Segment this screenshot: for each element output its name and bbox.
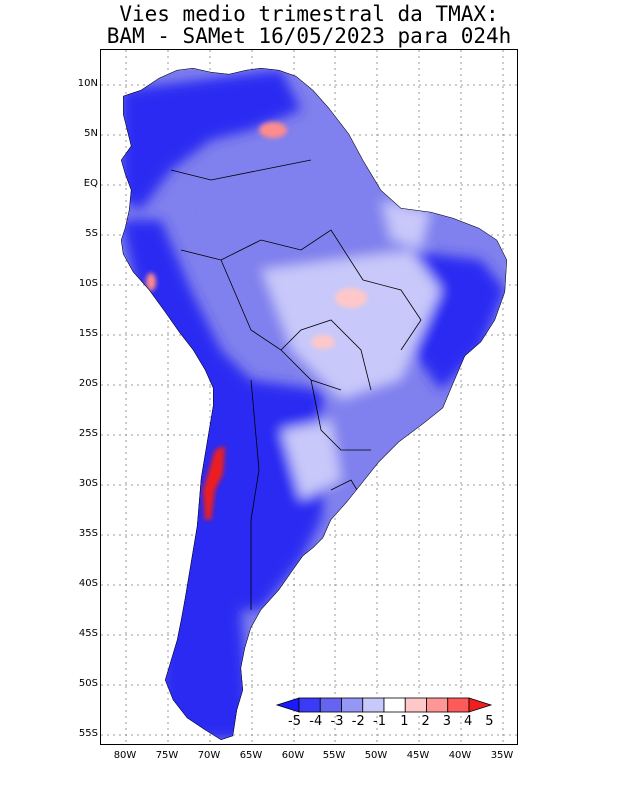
- colorbar-tick-label: 2: [421, 714, 430, 729]
- light-blue-pampa: [281, 420, 341, 500]
- colorbar-tick-label: -2: [351, 714, 365, 729]
- latitude-tick-label: 35S: [78, 528, 98, 539]
- longitude-tick-label: 55W: [322, 750, 346, 761]
- latitude-tick-label: 45S: [78, 628, 98, 639]
- latitude-tick-label: 10S: [78, 278, 98, 289]
- warm-anomaly-guiana: [259, 122, 287, 138]
- longitude-tick-label: 40W: [448, 750, 472, 761]
- border-segment: [180, 229, 364, 281]
- latitude-tick-label: 15S: [78, 328, 98, 339]
- longitude-tick-label: 35W: [490, 750, 514, 761]
- longitude-tick-label: 80W: [113, 750, 137, 761]
- map-title-line-2: BAM - SAMet 16/05/2023 para 024h: [106, 24, 512, 48]
- warm-anomaly-mato-grosso: [335, 288, 367, 308]
- colorbar-segment: [298, 697, 321, 713]
- longitude-tick-label: 50W: [364, 750, 388, 761]
- latitude-tick-label: 55S: [78, 728, 98, 739]
- country-borders: [170, 159, 422, 610]
- border-segment: [170, 159, 312, 181]
- bias-field: [121, 68, 507, 740]
- warm-anomaly-bolivia: [311, 335, 335, 349]
- light-blue-central-brazil: [261, 250, 441, 400]
- border-segment: [250, 379, 260, 610]
- light-blue-atlantic-coast: [381, 200, 431, 250]
- colorbar-segment: [426, 697, 449, 713]
- hot-anomaly-central-chile: [203, 446, 225, 520]
- warm-anomaly-peru-coast: [146, 273, 156, 291]
- border-segment: [362, 279, 422, 351]
- border-segment: [310, 379, 371, 451]
- latitude-tick-label: 40S: [78, 578, 98, 589]
- colorbar-tick-label: 4: [464, 714, 473, 729]
- colorbar: [275, 697, 493, 713]
- south-america-map: [101, 50, 517, 744]
- colorbar-tick-label: 5: [485, 714, 494, 729]
- colorbar-segment: [383, 697, 406, 713]
- latitude-tick-label: 50S: [78, 678, 98, 689]
- colorbar-tick-label: 3: [442, 714, 452, 729]
- longitude-tick-label: 75W: [155, 750, 179, 761]
- longitude-tick-label: 60W: [281, 750, 305, 761]
- latitude-tick-label: 20S: [78, 378, 98, 389]
- coastline: [121, 68, 507, 740]
- latitude-tick-label: 25S: [78, 428, 98, 439]
- colorbar-tick-label: -3: [330, 714, 344, 729]
- map-plot-area: [100, 49, 518, 745]
- map-title-line-1: Vies medio trimestral da TMAX:: [119, 2, 499, 26]
- colorbar-segment: [362, 697, 385, 713]
- longitude-tick-label: 45W: [406, 750, 430, 761]
- longitude-tick-label: 70W: [197, 750, 221, 761]
- colorbar-low-arrow: [275, 697, 300, 713]
- colorbar-tick-label: -4: [309, 714, 323, 729]
- colorbar-segment: [447, 697, 470, 713]
- dark-blue-northern-region: [121, 70, 301, 210]
- longitude-tick-label: 65W: [239, 750, 263, 761]
- latitude-tick-label: 10N: [77, 78, 98, 89]
- colorbar-high-arrow: [468, 697, 493, 713]
- colorbar-segment: [319, 697, 342, 713]
- colorbar-tick-label: -5: [288, 714, 301, 729]
- latitude-tick-label: 30S: [78, 478, 98, 489]
- border-segment: [280, 319, 372, 391]
- colorbar-segment: [404, 697, 427, 713]
- colorbar-tick-label: 1: [400, 714, 409, 729]
- latitude-tick-label: 5S: [85, 228, 98, 239]
- latitude-tick-label: 5N: [84, 128, 98, 139]
- latitude-tick-label: EQ: [83, 178, 98, 189]
- colorbar-segment: [341, 697, 364, 713]
- colorbar-tick-label: -1: [373, 714, 386, 729]
